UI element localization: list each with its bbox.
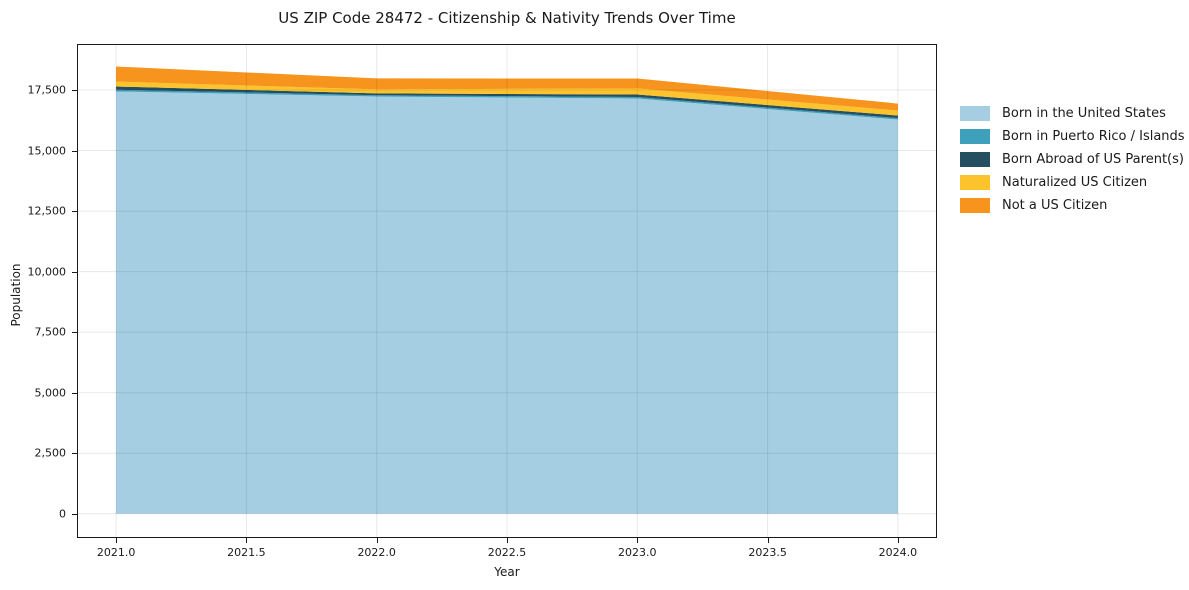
y-tick-label: 0 (59, 507, 66, 521)
y-tick-mark (72, 90, 77, 91)
area-series-0 (116, 91, 898, 514)
x-tick-mark (897, 538, 899, 543)
area-series-4 (116, 66, 898, 111)
x-tick-mark (376, 538, 378, 543)
legend-label-born-us: Born in the United States (1002, 106, 1166, 121)
x-tick-mark (246, 538, 248, 543)
y-tick-label: 15,000 (27, 144, 67, 158)
legend-item: Born in the United States (960, 106, 1185, 121)
y-tick-label: 10,000 (27, 265, 67, 279)
x-axis-label: Year (494, 565, 520, 579)
plot-spines (77, 44, 937, 538)
y-tick-label: 12,500 (27, 204, 67, 218)
x-tick-label: 2023.5 (748, 546, 787, 559)
area-series-2 (116, 86, 898, 119)
y-tick-mark (72, 392, 77, 394)
x-tick-mark (507, 538, 508, 543)
chart-title: US ZIP Code 28472 - Citizenship & Nativi… (278, 9, 736, 27)
stacked-area-svg (77, 44, 937, 538)
x-tick-label: 2023.0 (618, 546, 657, 559)
legend-swatch-not-citizen (960, 198, 990, 213)
plot-area (77, 44, 937, 538)
legend: Born in the United States Born in Puerto… (960, 106, 1185, 213)
legend-item: Born in Puerto Rico / Islands (960, 129, 1185, 144)
legend-swatch-naturalized (960, 175, 990, 190)
y-tick-mark (72, 332, 77, 334)
x-tick-label: 2022.5 (487, 546, 527, 559)
area-series-1 (116, 89, 898, 120)
legend-item: Naturalized US Citizen (960, 175, 1185, 190)
legend-label-born-abroad: Born Abroad of US Parent(s) (1002, 152, 1184, 167)
y-tick-mark (72, 150, 77, 152)
x-tick-label: 2021.0 (96, 546, 136, 559)
x-tick-label: 2024.0 (878, 546, 918, 559)
x-tick-mark (637, 538, 639, 543)
y-tick-label: 5,000 (34, 386, 67, 400)
y-axis-label: Population (9, 263, 23, 327)
x-tick-label: 2022.0 (357, 546, 396, 559)
y-tick-mark (72, 211, 77, 213)
x-tick-label: 2021.5 (227, 546, 266, 559)
y-tick-mark (72, 453, 77, 455)
y-tick-label: 7,500 (34, 325, 67, 339)
area-series-3 (116, 81, 898, 116)
y-tick-label: 17,500 (27, 83, 67, 97)
legend-item: Not a US Citizen (960, 198, 1185, 213)
y-tick-mark (72, 513, 77, 515)
legend-swatch-born-us (960, 106, 990, 121)
legend-label-naturalized: Naturalized US Citizen (1002, 175, 1148, 190)
legend-label-not-citizen: Not a US Citizen (1002, 198, 1108, 213)
x-tick-mark (767, 538, 769, 543)
legend-label-born-pr-islands: Born in Puerto Rico / Islands (1002, 129, 1185, 144)
y-tick-label: 2,500 (34, 446, 67, 460)
x-tick-mark (116, 538, 118, 543)
legend-swatch-born-pr-islands (960, 129, 990, 144)
legend-item: Born Abroad of US Parent(s) (960, 152, 1185, 167)
y-tick-mark (72, 271, 77, 273)
legend-swatch-born-abroad (960, 152, 990, 167)
